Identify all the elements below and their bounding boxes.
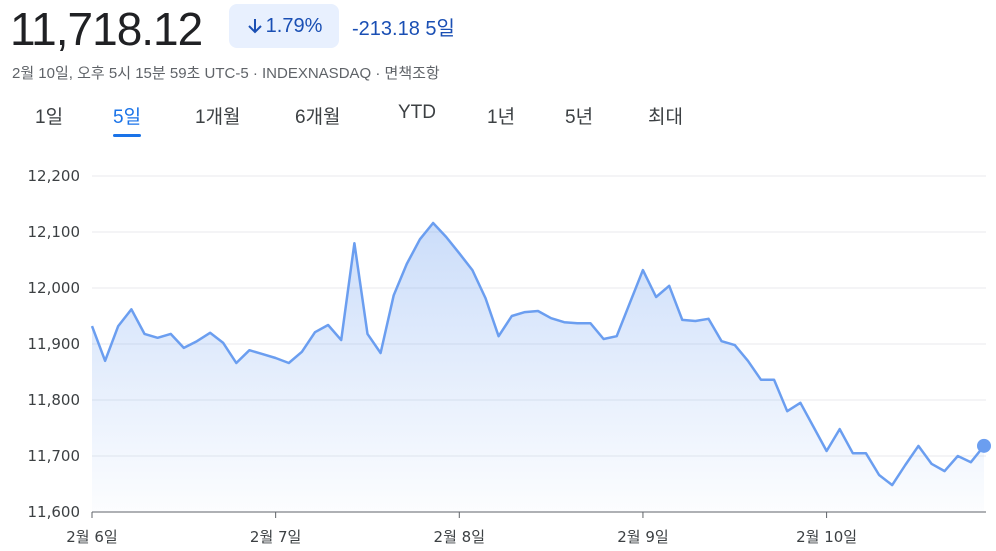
y-tick-label: 12,200 (28, 167, 81, 185)
range-tab[interactable]: 5일 (113, 102, 142, 137)
range-tab[interactable]: 1일 (35, 107, 64, 128)
x-tick-label: 2월 10일 (796, 528, 857, 546)
price: 11,718.12 (10, 3, 203, 55)
range-tabs: 1일 5일 1개월 6개월 YTD 1년 5년 최대 (0, 100, 996, 137)
y-tick-label: 11,600 (28, 503, 81, 521)
down-arrow (247, 19, 262, 34)
change-badge: 1.79% (229, 4, 339, 48)
x-tick-label: 2월 9일 (617, 528, 668, 546)
y-tick-label: 12,000 (28, 279, 81, 297)
line (90, 221, 985, 487)
change-percent: 1.79% (265, 14, 323, 37)
range-tab[interactable]: 최대 (648, 107, 683, 128)
range-tab[interactable]: 5년 (565, 107, 594, 128)
range-tab[interactable]: 6개월 (295, 107, 341, 128)
x-tick-label: 2월 6일 (66, 528, 117, 546)
y-tick-label: 11,700 (28, 447, 81, 465)
period: 5일 (425, 18, 455, 40)
meta-line: 2월 10일, 오후 5시 15분 59초 UTC-5 · INDEXNASDA… (12, 65, 440, 82)
y-tick-label: 12,100 (28, 223, 81, 241)
last-point (977, 438, 991, 453)
y-tick-label: 11,800 (28, 391, 81, 409)
y-tick-label: 11,900 (28, 335, 81, 353)
change-value: -213.18 (352, 18, 420, 40)
x-tick-label: 2월 7일 (250, 528, 301, 546)
range-tab[interactable]: YTD (398, 102, 436, 123)
area (92, 223, 984, 512)
x-tick-label: 2월 8일 (434, 528, 485, 546)
range-tab[interactable]: 1년 (487, 107, 516, 128)
range-tab[interactable]: 1개월 (195, 107, 241, 128)
change: -213.18 5일 (352, 12, 455, 41)
